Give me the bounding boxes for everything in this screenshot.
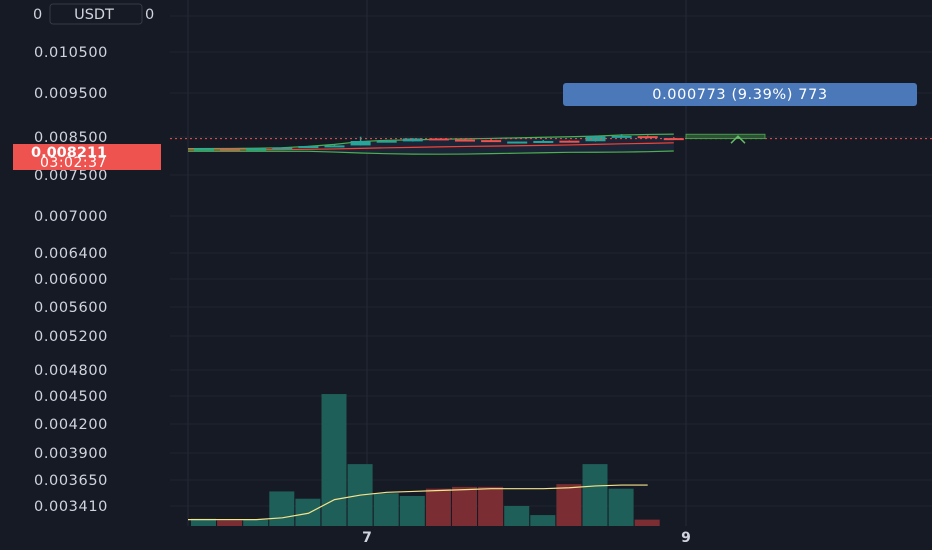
grid bbox=[170, 0, 932, 526]
x-tick-label: 9 bbox=[681, 530, 691, 546]
candle bbox=[272, 147, 293, 150]
candle bbox=[663, 137, 684, 141]
candle-body bbox=[507, 141, 528, 144]
volume-bar bbox=[634, 519, 660, 526]
candle bbox=[559, 140, 580, 143]
volume-bar bbox=[269, 491, 295, 526]
y-tick-label: 0.003410 bbox=[34, 499, 108, 515]
lower-band-line bbox=[188, 150, 674, 155]
candle bbox=[533, 140, 554, 143]
candle-body bbox=[455, 139, 475, 142]
candle-body bbox=[402, 138, 423, 142]
candle bbox=[376, 140, 397, 143]
candle-body bbox=[533, 140, 554, 143]
volume-bar bbox=[582, 464, 608, 526]
current-price-tag: 0.008211 03:02:37 bbox=[13, 144, 161, 171]
candle-body bbox=[663, 138, 684, 141]
y-tick-label: 0.005600 bbox=[34, 300, 108, 316]
currency-right-value: 0 bbox=[145, 7, 155, 23]
volume-bar bbox=[530, 515, 556, 526]
volume-bar bbox=[478, 486, 504, 526]
candle-body bbox=[272, 147, 293, 150]
currency-box[interactable] bbox=[49, 3, 143, 25]
y-tick-label: 0.004200 bbox=[34, 417, 108, 433]
candle-body bbox=[350, 140, 371, 146]
candle-body bbox=[324, 145, 345, 148]
candle bbox=[324, 144, 345, 148]
y-axis: 0.010500 0.009500 0.008500 0.007500 0.007000… bbox=[34, 45, 108, 515]
candle-body bbox=[637, 136, 658, 139]
y-tick-label: 0.009500 bbox=[34, 86, 108, 102]
currency-left-value: 0 bbox=[33, 7, 43, 23]
candle bbox=[298, 145, 319, 149]
current-price-value: 0.008211 bbox=[31, 145, 107, 161]
candle bbox=[481, 139, 502, 143]
volume-bar bbox=[217, 520, 243, 526]
measure-label-background bbox=[563, 83, 917, 106]
currency-label[interactable]: USDT bbox=[74, 7, 114, 23]
y-tick-label: 0.007000 bbox=[34, 209, 108, 225]
y-tick-label: 0.005200 bbox=[34, 329, 108, 345]
y-tick-label: 0.008500 bbox=[34, 130, 108, 146]
measure-range-box[interactable] bbox=[685, 133, 766, 140]
candle bbox=[507, 141, 528, 144]
measure-label: 0.000773 (9.39%) 773 bbox=[652, 87, 827, 103]
candle bbox=[402, 138, 423, 142]
current-price-tag-background bbox=[13, 144, 161, 170]
candle-body bbox=[220, 148, 241, 151]
candle-body bbox=[559, 140, 580, 143]
measure-tool[interactable]: 0.000773 (9.39%) 773 bbox=[563, 83, 917, 144]
volume-bar bbox=[556, 484, 582, 526]
candle-body bbox=[376, 140, 397, 143]
y-tick-label: 0.004500 bbox=[34, 389, 108, 405]
current-price-countdown: 03:02:37 bbox=[40, 155, 107, 171]
candle-body bbox=[246, 148, 267, 151]
y-tick-label: 0.010500 bbox=[34, 45, 108, 61]
candle bbox=[194, 148, 214, 151]
x-tick-label: 7 bbox=[362, 530, 372, 546]
volume-bar bbox=[191, 518, 216, 526]
y-tick-label: 0.007500 bbox=[34, 168, 108, 184]
volume-bar bbox=[425, 488, 451, 526]
volume-bar bbox=[243, 519, 269, 526]
volume-ma-line bbox=[188, 484, 648, 521]
volume-bar bbox=[399, 495, 425, 526]
candle-body bbox=[428, 138, 449, 141]
y-tick-label: 0.006400 bbox=[34, 246, 108, 262]
measure-arrow-head-icon bbox=[730, 135, 746, 144]
candle-body bbox=[194, 148, 214, 151]
volume-bar bbox=[452, 486, 477, 526]
currency-selector[interactable]: 0 USDT 0 bbox=[33, 3, 155, 25]
candle-body bbox=[481, 140, 502, 143]
volume-bar bbox=[608, 488, 634, 526]
volume-bar bbox=[295, 498, 321, 526]
volume-bars bbox=[188, 394, 660, 526]
y-tick-label: 0.006000 bbox=[34, 272, 108, 288]
y-tick-label: 0.003650 bbox=[34, 473, 108, 489]
candle bbox=[637, 135, 658, 139]
volume-bar bbox=[373, 493, 399, 526]
candle bbox=[246, 148, 267, 151]
y-tick-label: 0.003900 bbox=[34, 446, 108, 462]
candle bbox=[428, 138, 449, 141]
candle bbox=[611, 134, 632, 138]
candle bbox=[220, 148, 241, 151]
y-tick-label: 0.004800 bbox=[34, 363, 108, 379]
volume-bar bbox=[504, 505, 530, 526]
candle bbox=[455, 138, 475, 142]
volume-bar bbox=[321, 394, 347, 526]
candle-body bbox=[298, 146, 319, 149]
candle-body bbox=[611, 135, 632, 138]
